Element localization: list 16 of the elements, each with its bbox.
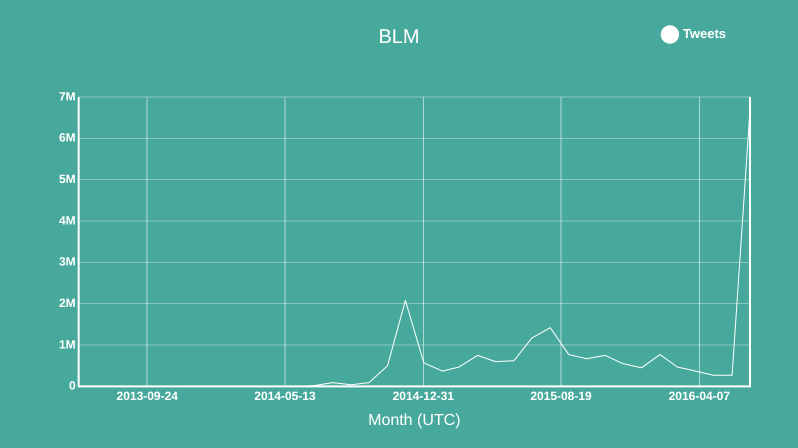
y-tick-label: 2M xyxy=(59,296,76,310)
y-tick-label: 7M xyxy=(59,89,76,104)
y-tick-label: 0 xyxy=(68,378,76,393)
x-tick-label: 2013-09-24 xyxy=(116,388,178,403)
y-tick-label: 5M xyxy=(59,172,76,186)
chart-title: BLM xyxy=(378,26,420,48)
y-tick-label: 6M xyxy=(59,130,76,145)
y-tick-label: 1M xyxy=(59,337,76,352)
x-tick-label: 2015-08-19 xyxy=(530,388,592,403)
y-tick-label: 4M xyxy=(59,213,76,228)
x-tick-label: 2014-12-31 xyxy=(392,388,454,403)
legend-label: Tweets xyxy=(682,26,726,42)
x-tick-label: 2016-04-07 xyxy=(668,388,730,403)
y-tick-label: 3M xyxy=(59,254,76,269)
x-axis-title: Month (UTC) xyxy=(368,412,461,429)
x-tick-label: 2014-05-13 xyxy=(254,388,316,403)
